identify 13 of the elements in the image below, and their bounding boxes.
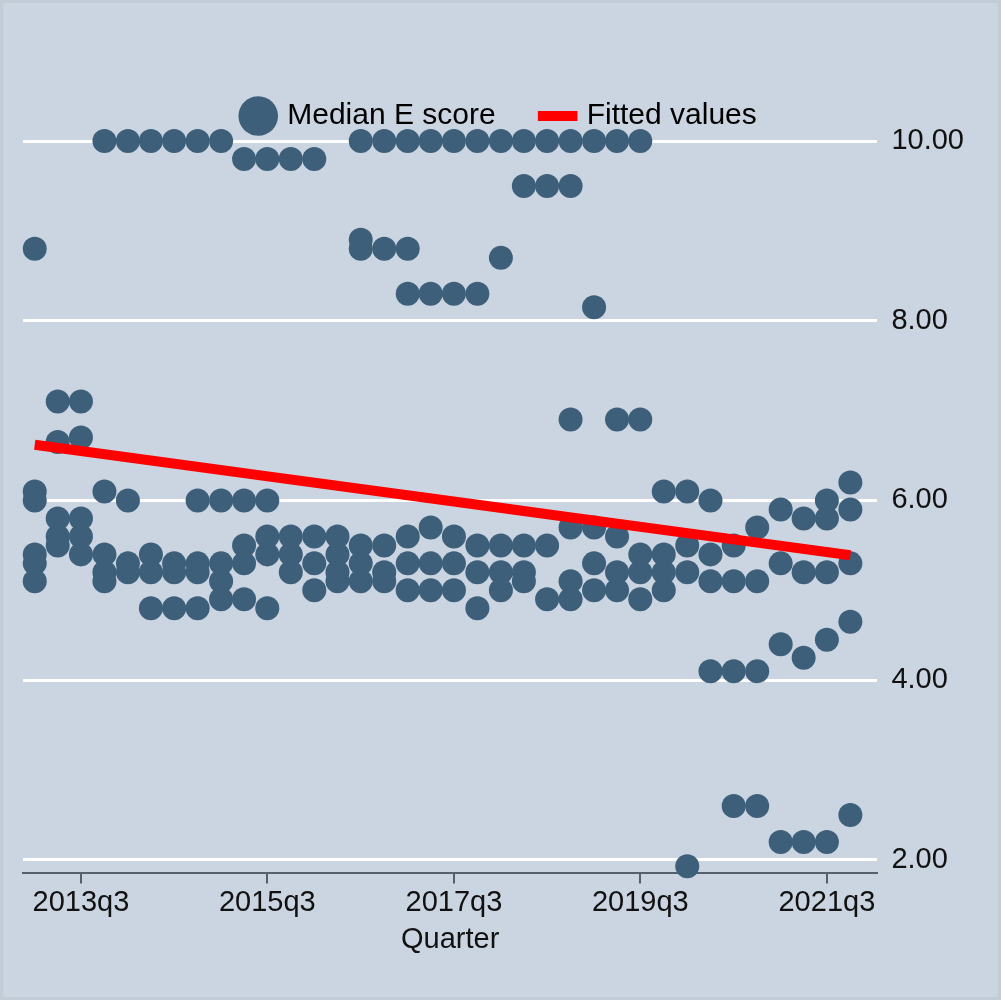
- y-tick-label: 10.00: [891, 123, 965, 155]
- y-tick-label: 2.00: [891, 841, 948, 874]
- x-axis-title: Quarter: [401, 921, 500, 954]
- x-tick-label: 2021q3: [778, 884, 876, 917]
- legend-label: Fitted values: [586, 97, 757, 131]
- legend-label: Median E score: [287, 97, 496, 131]
- y-tick-label: 6.00: [891, 482, 948, 515]
- x-tick-label: 2015q3: [218, 884, 316, 917]
- x-tick-label: 2019q3: [591, 884, 689, 917]
- x-tick-label: 2017q3: [405, 884, 503, 917]
- x-tick-label: 2013q3: [32, 884, 130, 917]
- y-tick-label: 8.00: [891, 302, 948, 335]
- y-tick-label: 4.00: [891, 662, 948, 695]
